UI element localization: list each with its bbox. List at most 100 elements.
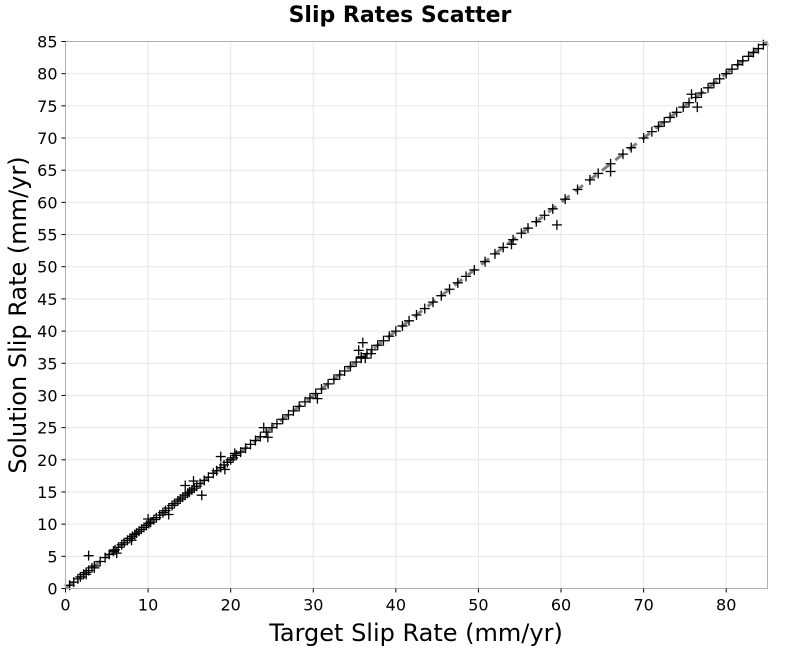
data-point bbox=[692, 102, 703, 113]
data-point bbox=[378, 335, 389, 346]
data-point bbox=[353, 345, 364, 356]
data-point bbox=[356, 351, 367, 362]
data-point bbox=[261, 427, 272, 438]
data-points bbox=[64, 39, 769, 591]
data-point bbox=[444, 284, 455, 295]
x-tick-label: 30 bbox=[303, 596, 323, 615]
grid-lines bbox=[65, 41, 768, 589]
axis-ticks: 0 10 20 30 40 50 60 70 80 0 5 10 15 20 25 30 35 40 45 50 55 6… bbox=[37, 33, 736, 615]
data-point bbox=[626, 142, 637, 153]
data-point bbox=[551, 219, 562, 230]
x-tick-label: 60 bbox=[551, 596, 571, 615]
data-point bbox=[498, 242, 509, 253]
data-point bbox=[316, 384, 327, 395]
data-point bbox=[116, 539, 127, 550]
data-point bbox=[419, 303, 430, 314]
y-tick-label: 85 bbox=[37, 33, 57, 52]
x-tick-label: 10 bbox=[138, 596, 158, 615]
data-point bbox=[310, 388, 321, 399]
data-point bbox=[452, 277, 463, 288]
data-point bbox=[294, 401, 305, 412]
data-point bbox=[436, 290, 447, 301]
data-point bbox=[229, 448, 240, 459]
data-point bbox=[345, 361, 356, 372]
data-point bbox=[665, 112, 676, 123]
x-tick-label: 0 bbox=[60, 596, 70, 615]
y-tick-label: 75 bbox=[37, 97, 57, 116]
data-point bbox=[489, 248, 500, 259]
y-tick-label: 50 bbox=[37, 258, 57, 277]
data-point bbox=[605, 166, 616, 177]
data-point bbox=[653, 121, 664, 132]
plot-area-frame bbox=[65, 41, 768, 589]
data-point bbox=[404, 315, 415, 326]
data-point bbox=[671, 107, 682, 118]
data-point bbox=[480, 256, 491, 267]
data-point bbox=[428, 297, 439, 308]
data-point bbox=[323, 378, 334, 389]
data-point bbox=[531, 216, 542, 227]
y-tick-label: 45 bbox=[37, 290, 57, 309]
x-tick-label: 70 bbox=[633, 596, 653, 615]
y-tick-label: 25 bbox=[37, 419, 57, 438]
data-point bbox=[360, 353, 371, 364]
data-point bbox=[167, 500, 178, 511]
data-point bbox=[638, 133, 649, 144]
data-point bbox=[547, 203, 558, 214]
data-point bbox=[461, 271, 472, 282]
data-point bbox=[686, 89, 697, 100]
data-point bbox=[188, 476, 199, 487]
data-point bbox=[539, 210, 550, 221]
data-point bbox=[196, 490, 207, 501]
data-point bbox=[708, 78, 719, 89]
data-point bbox=[678, 102, 689, 113]
data-point bbox=[219, 464, 230, 475]
data-point bbox=[126, 535, 137, 546]
data-point bbox=[357, 337, 368, 348]
y-tick-label: 30 bbox=[37, 386, 57, 405]
data-point bbox=[157, 507, 168, 518]
data-point bbox=[508, 234, 519, 245]
data-point bbox=[411, 310, 422, 320]
y-axis-label: Solution Slip Rate (mm/yr) bbox=[4, 156, 32, 473]
data-point bbox=[339, 365, 350, 376]
x-tick-label: 50 bbox=[468, 596, 488, 615]
data-point bbox=[390, 326, 401, 337]
data-point bbox=[560, 194, 571, 205]
data-point bbox=[83, 550, 94, 561]
data-point bbox=[189, 483, 200, 494]
data-point bbox=[684, 97, 695, 108]
y-tick-label: 40 bbox=[37, 322, 57, 341]
y-tick-label: 80 bbox=[37, 65, 57, 84]
y-tick-label: 5 bbox=[47, 547, 57, 566]
data-point bbox=[584, 174, 595, 185]
y-tick-label: 10 bbox=[37, 515, 57, 534]
data-point bbox=[215, 451, 226, 462]
data-point bbox=[397, 320, 408, 331]
x-tick-label: 80 bbox=[716, 596, 736, 615]
data-point bbox=[703, 82, 714, 93]
data-point bbox=[258, 422, 269, 433]
data-point bbox=[328, 374, 339, 385]
data-point bbox=[271, 418, 282, 429]
data-point bbox=[469, 264, 480, 275]
data-point bbox=[737, 55, 748, 66]
data-point bbox=[163, 509, 174, 520]
data-point bbox=[593, 168, 604, 179]
data-point bbox=[726, 64, 737, 75]
y-tick-label: 70 bbox=[37, 129, 57, 148]
data-point bbox=[696, 87, 707, 98]
x-axis-label: Target Slip Rate (mm/yr) bbox=[268, 619, 563, 647]
y-tick-label: 20 bbox=[37, 451, 57, 470]
data-point bbox=[143, 513, 154, 524]
data-point bbox=[646, 126, 657, 137]
y-tick-label: 60 bbox=[37, 193, 57, 212]
data-point bbox=[721, 68, 732, 79]
chart-title: Slip Rates Scatter bbox=[289, 3, 512, 28]
data-point bbox=[89, 562, 100, 573]
data-point bbox=[384, 331, 395, 342]
y-tick-label: 35 bbox=[37, 354, 57, 373]
data-point bbox=[180, 480, 191, 491]
data-point bbox=[225, 454, 236, 465]
y-tick-label: 65 bbox=[37, 161, 57, 180]
